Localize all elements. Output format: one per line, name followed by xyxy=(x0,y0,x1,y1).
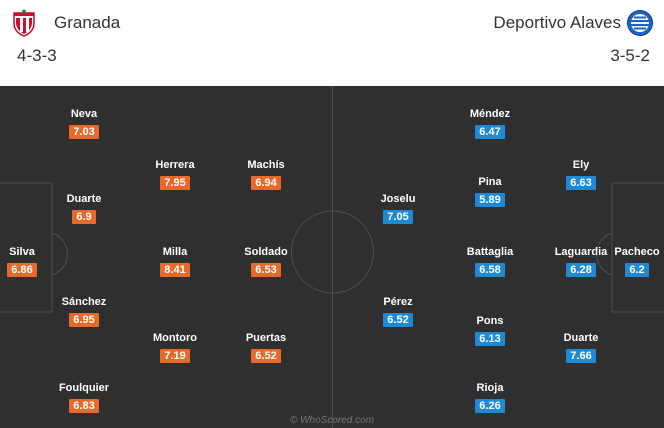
home-player[interactable]: Soldado 6.53 xyxy=(231,246,301,278)
away-player[interactable]: Pérez 6.52 xyxy=(363,296,433,328)
player-name: Machís xyxy=(247,159,285,171)
player-name: Pina xyxy=(478,176,502,188)
home-team-name[interactable]: Granada xyxy=(54,13,121,32)
away-player[interactable]: Pons 6.13 xyxy=(455,315,525,347)
player-name: Pérez xyxy=(383,296,413,308)
home-formation: 4-3-3 xyxy=(17,46,57,65)
alaves-crest-icon xyxy=(626,9,654,42)
player-rating: 6.26 xyxy=(475,399,505,413)
away-player[interactable]: Laguardia 6.28 xyxy=(546,246,616,278)
player-name: Ely xyxy=(572,159,590,171)
player-rating: 6.63 xyxy=(566,176,596,190)
player-name: Duarte xyxy=(563,332,599,344)
player-rating: 6.52 xyxy=(251,349,281,363)
watermark: © WhoScored.com xyxy=(289,415,375,426)
player-rating: 6.2 xyxy=(625,263,649,277)
player-rating: 5.89 xyxy=(475,193,505,207)
player-name: Herrera xyxy=(155,159,195,171)
player-rating: 6.86 xyxy=(7,263,37,277)
player-rating: 6.47 xyxy=(475,125,505,139)
player-name: Pons xyxy=(476,315,504,327)
home-player[interactable]: Milla 8.41 xyxy=(140,246,210,278)
player-name: Duarte xyxy=(66,193,102,205)
player-name: Battaglia xyxy=(466,246,514,258)
home-player[interactable]: Herrera 7.95 xyxy=(140,159,210,191)
player-rating: 7.66 xyxy=(566,349,596,363)
home-player[interactable]: Sánchez 6.95 xyxy=(49,296,119,328)
away-player[interactable]: Pacheco 6.2 xyxy=(602,246,664,278)
away-team-name[interactable]: Deportivo Alaves xyxy=(493,13,621,32)
player-rating: 6.95 xyxy=(69,313,99,327)
player-name: Méndez xyxy=(469,108,511,120)
player-name: Laguardia xyxy=(554,246,608,258)
home-player[interactable]: Duarte 6.9 xyxy=(49,193,119,225)
player-name: Sánchez xyxy=(61,296,107,308)
home-player[interactable]: Montoro 7.19 xyxy=(140,332,210,364)
player-rating: 7.95 xyxy=(160,176,190,190)
home-player[interactable]: Foulquier 6.83 xyxy=(49,382,119,414)
granada-crest-icon xyxy=(12,9,36,42)
player-rating: 7.19 xyxy=(160,349,190,363)
away-player[interactable]: Battaglia 6.58 xyxy=(455,246,525,278)
player-rating: 6.83 xyxy=(69,399,99,413)
player-name: Rioja xyxy=(476,382,504,394)
player-name: Neva xyxy=(70,108,98,120)
player-rating: 7.05 xyxy=(383,210,413,224)
player-name: Soldado xyxy=(244,246,288,258)
player-name: Silva xyxy=(9,246,35,258)
away-player[interactable]: Rioja 6.26 xyxy=(455,382,525,414)
player-rating: 6.58 xyxy=(475,263,505,277)
player-name: Joselu xyxy=(380,193,416,205)
player-rating: 7.03 xyxy=(69,125,99,139)
pitch: Neva 7.03 Herrera 7.95 Machís 6.94 Duart… xyxy=(0,86,664,428)
away-player[interactable]: Duarte 7.66 xyxy=(546,332,616,364)
player-name: Foulquier xyxy=(58,382,110,394)
player-name: Montoro xyxy=(153,332,197,344)
match-header: Granada 4-3-3 Deportivo Alaves 3-5-2 xyxy=(0,0,664,86)
away-player[interactable]: Méndez 6.47 xyxy=(455,108,525,140)
home-player[interactable]: Machís 6.94 xyxy=(231,159,301,191)
player-name: Milla xyxy=(162,246,188,258)
away-player[interactable]: Pina 5.89 xyxy=(455,176,525,208)
player-name: Pacheco xyxy=(614,246,660,258)
home-player[interactable]: Silva 6.86 xyxy=(0,246,57,278)
player-rating: 6.9 xyxy=(72,210,96,224)
away-player[interactable]: Joselu 7.05 xyxy=(363,193,433,225)
player-rating: 6.53 xyxy=(251,263,281,277)
pitch-markings xyxy=(0,86,664,428)
player-rating: 8.41 xyxy=(160,263,190,277)
away-formation: 3-5-2 xyxy=(610,46,650,65)
player-rating: 6.94 xyxy=(251,176,281,190)
player-rating: 6.28 xyxy=(566,263,596,277)
player-name: Puertas xyxy=(245,332,287,344)
home-player[interactable]: Puertas 6.52 xyxy=(231,332,301,364)
away-player[interactable]: Ely 6.63 xyxy=(546,159,616,191)
home-player[interactable]: Neva 7.03 xyxy=(49,108,119,140)
player-rating: 6.52 xyxy=(383,313,413,327)
player-rating: 6.13 xyxy=(475,332,505,346)
